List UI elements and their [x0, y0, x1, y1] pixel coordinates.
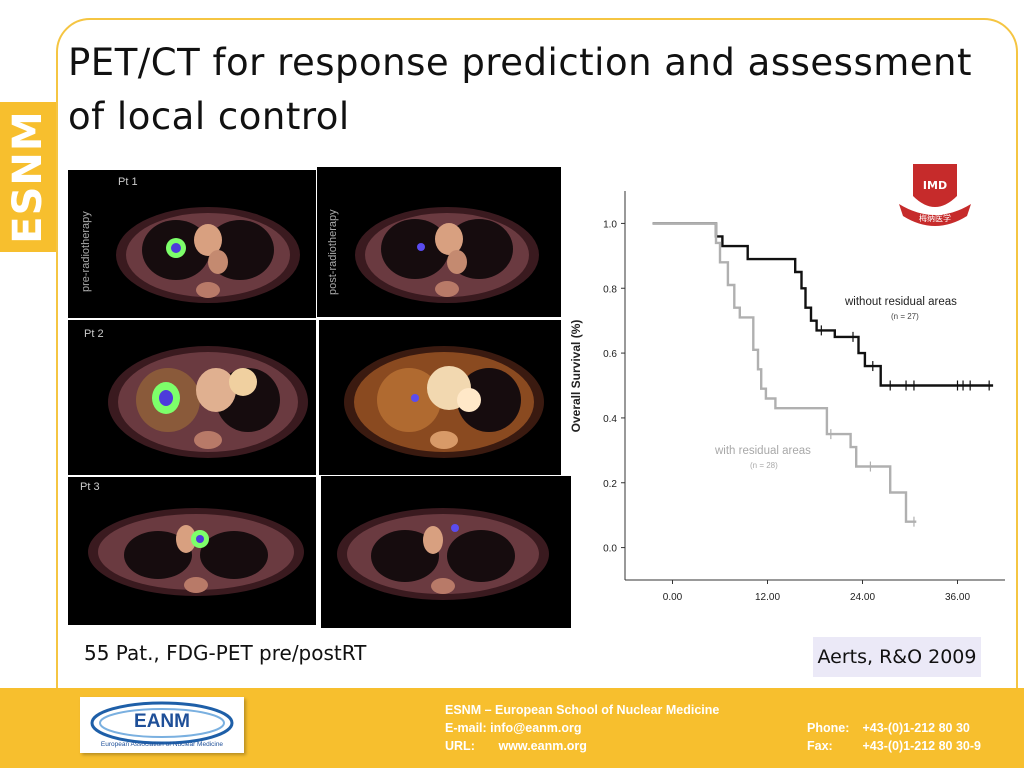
y-tick-label: 0.2: [603, 479, 617, 490]
series-n-without-residual: (n = 27): [891, 312, 919, 321]
footer-phone: Phone: +43-(0)1-212 80 30: [807, 719, 970, 737]
km-curve-with-residual: [652, 222, 917, 523]
esnm-side-label: ESNM: [5, 110, 51, 244]
y-axis-label: Overall Survival (%): [569, 320, 583, 433]
x-tick-label: 0.00: [663, 592, 683, 603]
series-label-with-residual: with residual areas: [714, 445, 811, 457]
series-label-without-residual: without residual areas: [844, 296, 957, 308]
imd-watermark-subtext: 梅纳医学: [919, 214, 951, 223]
pet-scan-pt1-pre: Pt 1 pre-radiotherapy: [68, 170, 316, 318]
eanm-logo: EANM European Association of Nuclear Med…: [80, 697, 244, 753]
pet-scan-pt3-pre: Pt 3: [68, 477, 316, 625]
footer-school: ESNM – European School of Nuclear Medici…: [445, 701, 719, 719]
pet-scan-pt2-post: [319, 320, 561, 475]
caption: 55 Pat., FDG-PET pre/postRT: [84, 641, 367, 665]
pet-scan-pt2-pre: Pt 2: [68, 320, 316, 475]
footer-phone-label: Phone:: [807, 721, 850, 735]
pet-scan-pt3-post: [321, 476, 571, 628]
survival-chart: Overall Survival (%) without residual ar…: [560, 168, 1020, 618]
pt3-label: Pt 3: [80, 481, 100, 493]
x-tick-label: 36.00: [945, 592, 970, 603]
footer-url-label: URL:: [445, 739, 475, 753]
post-radiotherapy-label: post-radiotherapy: [327, 209, 339, 295]
y-tick-label: 0.0: [603, 544, 617, 555]
footer-email-value[interactable]: info@eanm.org: [490, 721, 582, 735]
slide-title: PET/CT for response prediction and asses…: [68, 41, 972, 138]
imd-watermark-text: IMD: [922, 179, 948, 192]
footer-email-label: E-mail:: [445, 721, 487, 735]
footer-fax: Fax: +43-(0)1-212 80 30-9: [807, 737, 981, 755]
series-n-with-residual: (n = 28): [750, 461, 778, 470]
y-tick-label: 0.4: [603, 414, 617, 425]
pt2-label: Pt 2: [84, 328, 104, 340]
eanm-logo-subtext: European Association of Nuclear Medicine: [100, 741, 224, 748]
y-tick-label: 1.0: [603, 219, 617, 230]
pt1-label: Pt 1: [118, 176, 138, 188]
footer-url-value[interactable]: www.eanm.org: [498, 739, 587, 753]
pet-scan-pt1-post: post-radiotherapy: [317, 167, 561, 317]
footer-email: E-mail: info@eanm.org: [445, 719, 582, 737]
footer-fax-label: Fax:: [807, 739, 833, 753]
imd-watermark: IMD 梅纳医学: [893, 160, 977, 234]
y-tick-label: 0.8: [603, 284, 617, 295]
footer-fax-value: +43-(0)1-212 80 30-9: [862, 739, 981, 753]
y-tick-label: 0.6: [603, 349, 617, 360]
eanm-logo-text: EANM: [134, 711, 190, 732]
pre-radiotherapy-label: pre-radiotherapy: [80, 211, 92, 292]
footer-url: URL: www.eanm.org: [445, 737, 587, 755]
km-curve-without-residual: [652, 222, 994, 387]
x-tick-label: 12.00: [755, 592, 780, 603]
footer-phone-value: +43-(0)1-212 80 30: [862, 721, 970, 735]
reference-box: Aerts, R&O 2009: [813, 637, 981, 677]
esnm-side-tab: ESNM: [0, 102, 56, 252]
survival-chart-svg: Overall Survival (%) without residual ar…: [569, 191, 1005, 603]
footer-school-text: ESNM – European School of Nuclear Medici…: [445, 703, 720, 717]
x-tick-label: 24.00: [850, 592, 875, 603]
